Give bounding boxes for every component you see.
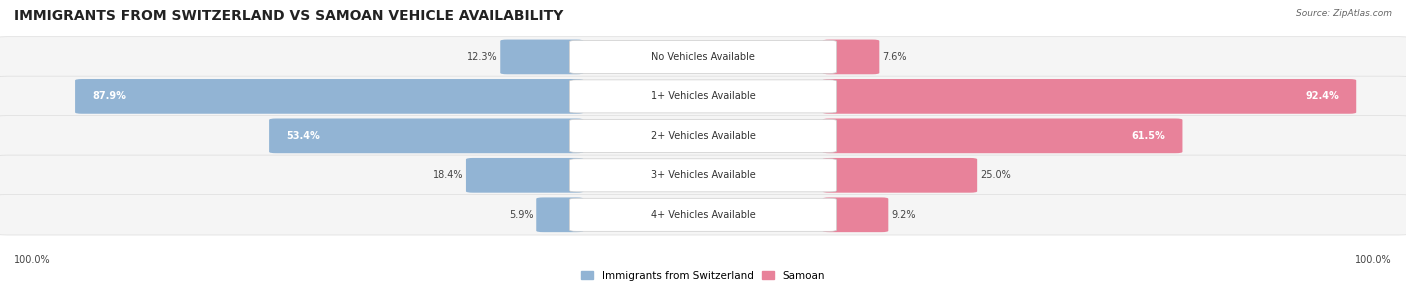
FancyBboxPatch shape xyxy=(823,197,889,232)
FancyBboxPatch shape xyxy=(501,39,583,74)
FancyBboxPatch shape xyxy=(0,116,1406,156)
FancyBboxPatch shape xyxy=(823,158,977,193)
Text: 12.3%: 12.3% xyxy=(467,52,498,62)
FancyBboxPatch shape xyxy=(0,76,1406,117)
Text: 100.0%: 100.0% xyxy=(14,255,51,265)
FancyBboxPatch shape xyxy=(269,118,583,153)
Text: 25.0%: 25.0% xyxy=(980,170,1011,180)
Text: 3+ Vehicles Available: 3+ Vehicles Available xyxy=(651,170,755,180)
Text: 9.2%: 9.2% xyxy=(891,210,915,220)
Text: 92.4%: 92.4% xyxy=(1306,92,1340,101)
Text: Source: ZipAtlas.com: Source: ZipAtlas.com xyxy=(1296,9,1392,17)
FancyBboxPatch shape xyxy=(536,197,583,232)
FancyBboxPatch shape xyxy=(0,155,1406,196)
Text: 4+ Vehicles Available: 4+ Vehicles Available xyxy=(651,210,755,220)
FancyBboxPatch shape xyxy=(823,79,1357,114)
FancyBboxPatch shape xyxy=(569,159,837,192)
FancyBboxPatch shape xyxy=(465,158,583,193)
Text: 1+ Vehicles Available: 1+ Vehicles Available xyxy=(651,92,755,101)
FancyBboxPatch shape xyxy=(823,118,1182,153)
FancyBboxPatch shape xyxy=(823,39,879,74)
Text: 61.5%: 61.5% xyxy=(1132,131,1166,141)
Text: 100.0%: 100.0% xyxy=(1355,255,1392,265)
FancyBboxPatch shape xyxy=(569,80,837,113)
FancyBboxPatch shape xyxy=(0,194,1406,235)
Text: 87.9%: 87.9% xyxy=(91,92,125,101)
Text: 53.4%: 53.4% xyxy=(285,131,319,141)
Text: 5.9%: 5.9% xyxy=(509,210,533,220)
Text: 18.4%: 18.4% xyxy=(433,170,463,180)
FancyBboxPatch shape xyxy=(569,119,837,152)
Text: No Vehicles Available: No Vehicles Available xyxy=(651,52,755,62)
Text: 2+ Vehicles Available: 2+ Vehicles Available xyxy=(651,131,755,141)
FancyBboxPatch shape xyxy=(0,37,1406,77)
Text: 7.6%: 7.6% xyxy=(882,52,907,62)
FancyBboxPatch shape xyxy=(75,79,583,114)
Legend: Immigrants from Switzerland, Samoan: Immigrants from Switzerland, Samoan xyxy=(581,271,825,281)
FancyBboxPatch shape xyxy=(569,40,837,74)
FancyBboxPatch shape xyxy=(569,198,837,231)
Text: IMMIGRANTS FROM SWITZERLAND VS SAMOAN VEHICLE AVAILABILITY: IMMIGRANTS FROM SWITZERLAND VS SAMOAN VE… xyxy=(14,9,564,23)
